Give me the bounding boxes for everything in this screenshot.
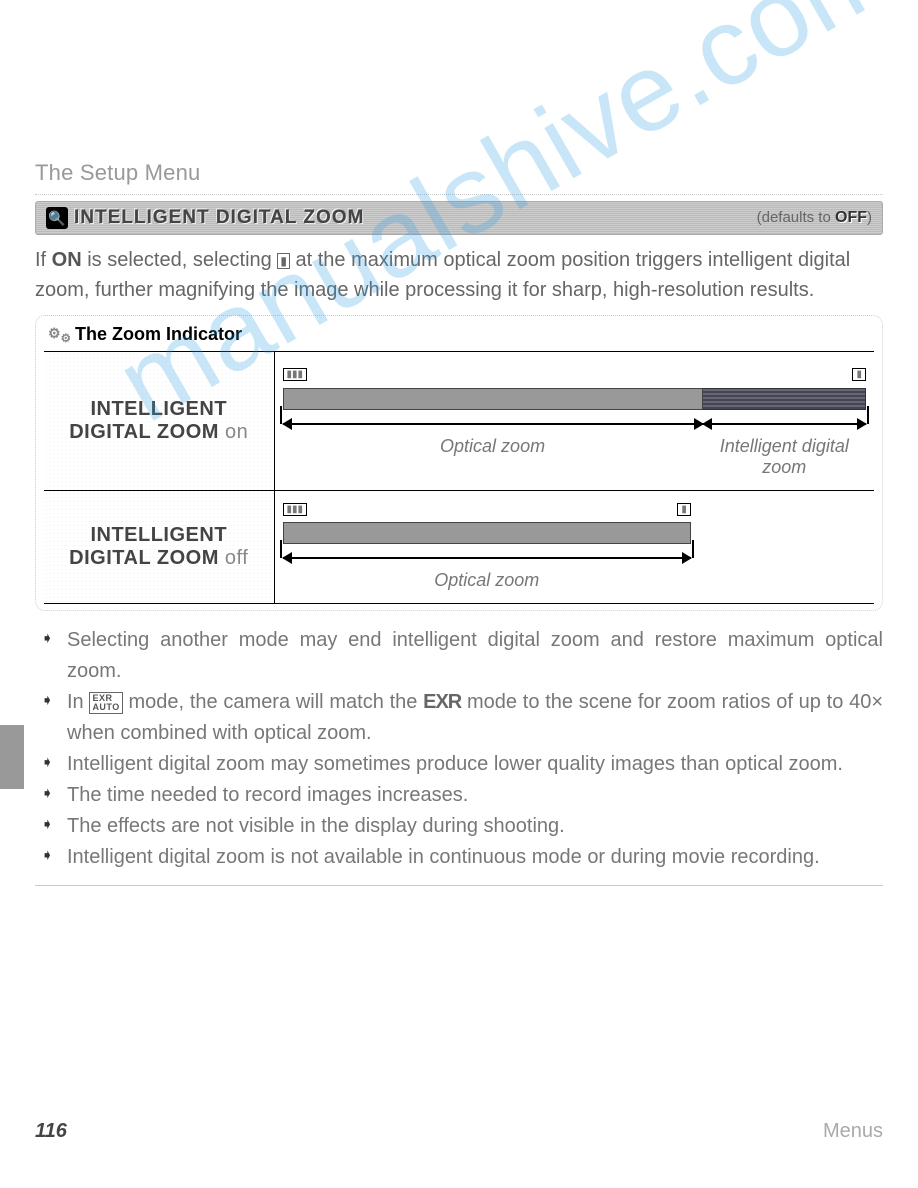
list-item: The effects are not visible in the displ… bbox=[41, 811, 883, 842]
digital-bar bbox=[703, 388, 866, 410]
list-item: Intelligent digital zoom may sometimes p… bbox=[41, 749, 883, 780]
row2-label: INTELLIGENT DIGITAL ZOOM bbox=[69, 524, 227, 569]
magnify-icon: 🔍 bbox=[46, 207, 68, 229]
zoom-table: INTELLIGENT DIGITAL ZOOM on ▮▮▮ ▮ bbox=[44, 352, 874, 604]
page-footer: 116 Menus bbox=[35, 1120, 883, 1143]
divider bbox=[35, 194, 883, 195]
optical-bar bbox=[283, 522, 691, 544]
defaults-suffix: ) bbox=[867, 209, 872, 226]
zoom-bar-on bbox=[283, 388, 867, 410]
diagram-off: ▮▮▮ ▮ Optical zoom bbox=[274, 491, 874, 604]
optical-bar bbox=[283, 388, 703, 410]
page-section-title: The Setup Menu bbox=[35, 160, 883, 186]
section-tab bbox=[0, 725, 24, 789]
zoom-bar-off bbox=[283, 522, 867, 544]
optical-label: Optical zoom bbox=[283, 434, 703, 478]
zoom-indicator-box: ⚙⚙ The Zoom Indicator INTELLIGENT DIGITA… bbox=[35, 315, 883, 611]
page-number: 116 bbox=[35, 1120, 67, 1143]
intro-on: ON bbox=[52, 249, 82, 271]
list-item: In EXRAUTO mode, the camera will match t… bbox=[41, 687, 883, 749]
row2-state: off bbox=[219, 547, 248, 569]
intro-text-2: is selected, selecting bbox=[82, 249, 278, 271]
defaults-label: (defaults to OFF) bbox=[757, 209, 872, 227]
tip-icon: ⚙⚙ bbox=[48, 325, 71, 345]
diagram-on: ▮▮▮ ▮ Optical zoom Intelligent digital z… bbox=[274, 352, 874, 491]
list-item: Intelligent digital zoom is not availabl… bbox=[41, 842, 883, 873]
row1-label: INTELLIGENT DIGITAL ZOOM bbox=[69, 398, 227, 443]
digital-label: Intelligent digital zoom bbox=[703, 434, 866, 478]
notes-list: Selecting another mode may end intellige… bbox=[41, 625, 883, 873]
list-item: Selecting another mode may end intellige… bbox=[41, 625, 883, 687]
row1-state: on bbox=[219, 421, 248, 443]
footer-section: Menus bbox=[823, 1120, 883, 1143]
wide-icon: ▮▮▮ bbox=[283, 503, 308, 516]
telephoto-icon: ▮ bbox=[277, 253, 290, 269]
zoom-box-title-text: The Zoom Indicator bbox=[75, 324, 242, 345]
section-header-left: 🔍 INTELLIGENT DIGITAL ZOOM bbox=[46, 207, 364, 229]
manual-page: manualshive.com The Setup Menu 🔍 INTELLI… bbox=[0, 0, 918, 1188]
intro-text-1: If bbox=[35, 249, 52, 271]
tele-icon: ▮ bbox=[852, 368, 866, 381]
list-item: The time needed to record images increas… bbox=[41, 780, 883, 811]
intro-paragraph: If ON is selected, selecting ▮ at the ma… bbox=[35, 245, 883, 305]
section-header: 🔍 INTELLIGENT DIGITAL ZOOM (defaults to … bbox=[35, 201, 883, 235]
row-label-off: INTELLIGENT DIGITAL ZOOM off bbox=[44, 491, 274, 604]
wide-icon: ▮▮▮ bbox=[283, 368, 308, 381]
tele-icon: ▮ bbox=[677, 503, 691, 516]
exr-auto-icon: EXRAUTO bbox=[89, 692, 122, 714]
section-title: INTELLIGENT DIGITAL ZOOM bbox=[74, 207, 364, 229]
defaults-value: OFF bbox=[835, 209, 867, 226]
optical-label: Optical zoom bbox=[283, 568, 691, 591]
divider bbox=[35, 885, 883, 886]
defaults-prefix: (defaults to bbox=[757, 209, 835, 226]
row-label-on: INTELLIGENT DIGITAL ZOOM on bbox=[44, 352, 274, 491]
exr-logo: EXR bbox=[423, 691, 461, 713]
zoom-box-title: ⚙⚙ The Zoom Indicator bbox=[44, 324, 874, 352]
